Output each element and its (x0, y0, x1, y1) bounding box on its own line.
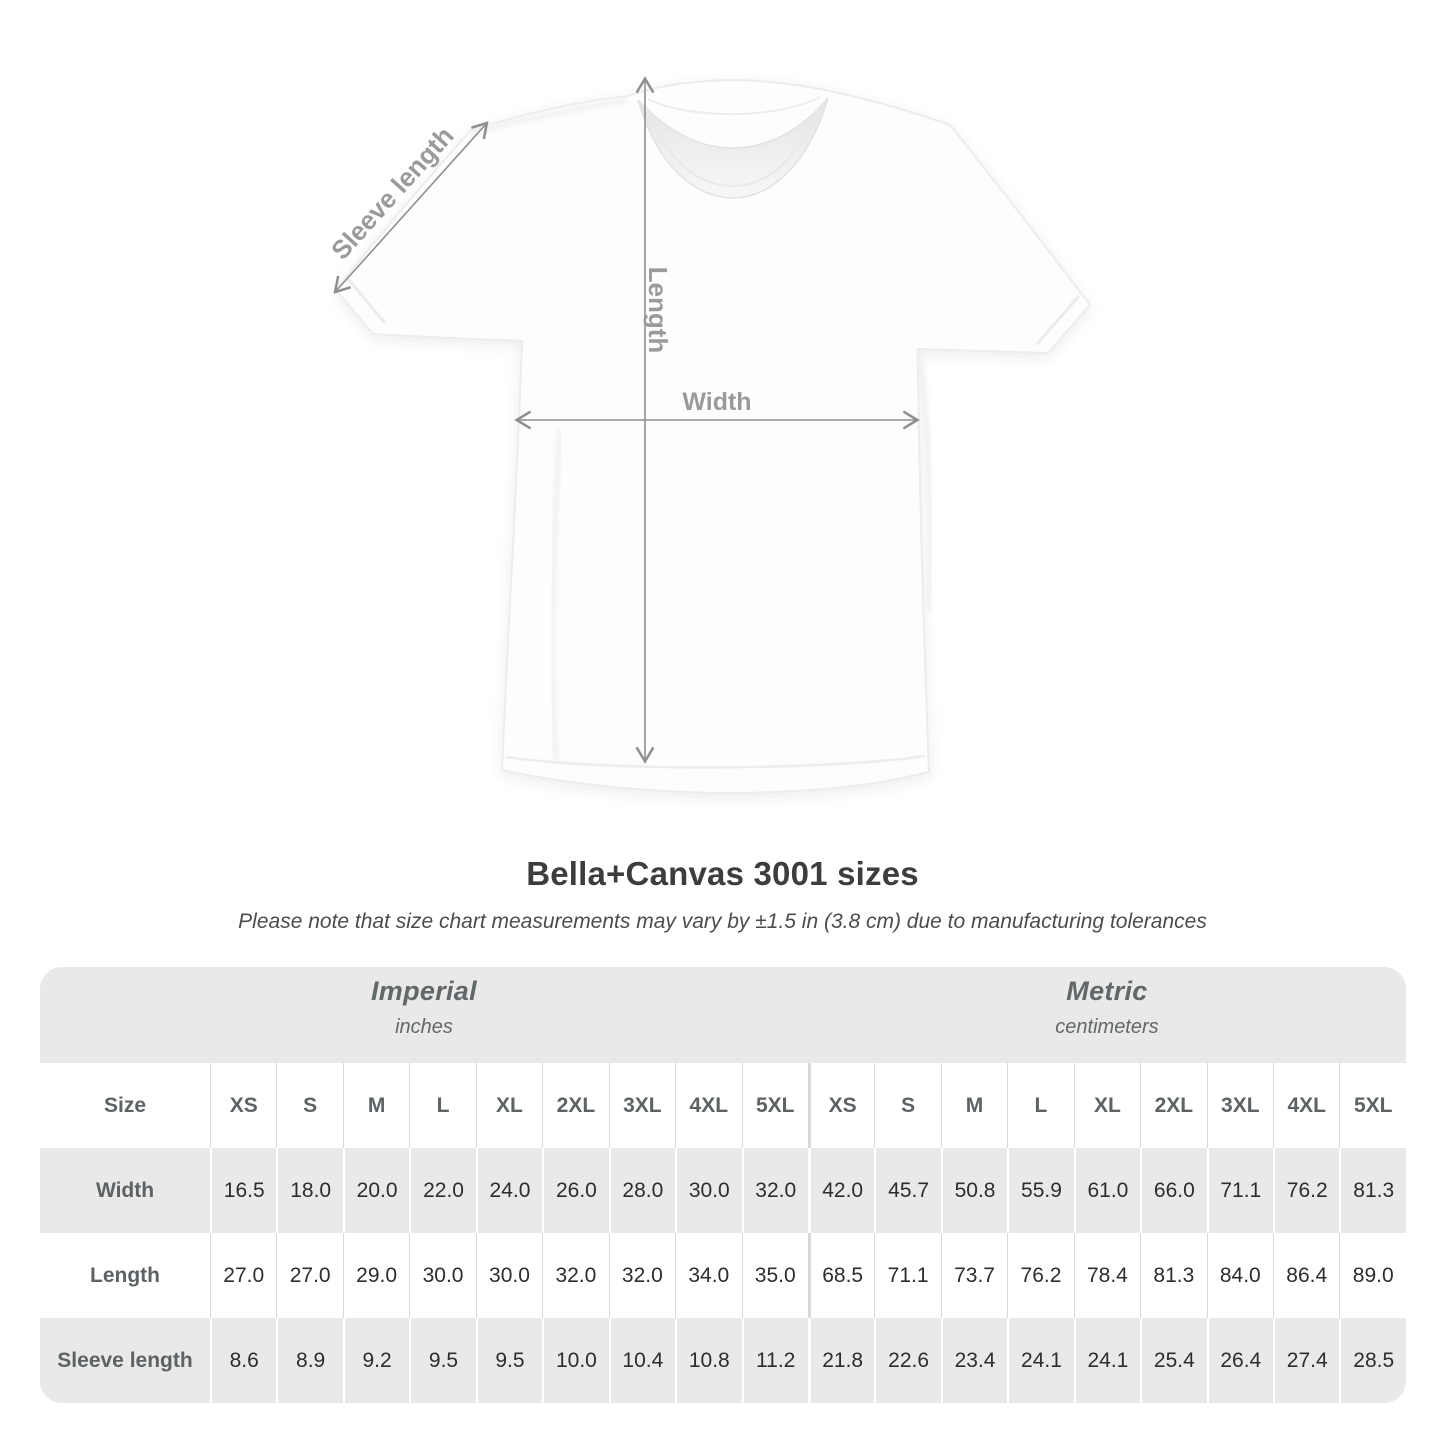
value-cell: 26.4 (1206, 1318, 1273, 1403)
value-cell: 18.0 (276, 1148, 343, 1233)
value-cell: 22.6 (874, 1318, 941, 1403)
value-cell: 30.0 (409, 1233, 476, 1318)
value-cell: 9.5 (409, 1318, 476, 1403)
size-column-header: Size (40, 1063, 210, 1148)
value-cell: 71.1 (1206, 1148, 1273, 1233)
value-cell: 32.0 (542, 1233, 609, 1318)
value-cell: 10.0 (542, 1318, 609, 1403)
width-label: Width (682, 388, 751, 416)
value-cell: 86.4 (1273, 1233, 1340, 1318)
value-cell: 28.5 (1339, 1318, 1406, 1403)
value-cell: 76.2 (1007, 1233, 1074, 1318)
value-cell: 23.4 (940, 1318, 1008, 1403)
value-cell: 61.0 (1073, 1148, 1141, 1233)
page-title: Bella+Canvas 3001 sizes (526, 855, 919, 892)
size-header-cell: 3XL (1206, 1063, 1273, 1148)
value-cell: 26.0 (542, 1148, 609, 1233)
length-row: Length 27.0 27.0 29.0 30.0 30.0 32.0 32.… (40, 1233, 1406, 1318)
collar (637, 97, 829, 199)
value-cell: 9.5 (475, 1318, 543, 1403)
sleeve-length-row: Sleeve length 8.6 8.9 9.2 9.5 9.5 10.0 1… (40, 1318, 1406, 1403)
size-header-cell: 5XL (1339, 1063, 1406, 1148)
value-cell: 84.0 (1206, 1233, 1273, 1318)
size-header-cell: 4XL (1273, 1063, 1340, 1148)
value-cell: 20.0 (342, 1148, 410, 1233)
size-table: Imperial inches Metric centimeters Size … (40, 967, 1406, 1403)
value-cell: 71.1 (874, 1233, 941, 1318)
tolerance-note: Please note that size chart measurements… (238, 910, 1207, 933)
row-label: Width (40, 1148, 210, 1233)
value-cell: 27.4 (1273, 1318, 1340, 1403)
value-cell: 42.0 (807, 1148, 875, 1233)
size-header-cell: XS (210, 1063, 277, 1148)
value-cell: 10.4 (608, 1318, 676, 1403)
size-header-cell: L (1007, 1063, 1074, 1148)
value-cell: 27.0 (210, 1233, 277, 1318)
tshirt-measurement-diagram: Sleeve length Length Width (325, 76, 1092, 795)
value-cell: 9.2 (342, 1318, 410, 1403)
value-cell: 30.0 (475, 1233, 543, 1318)
imperial-header: Imperial inches (40, 967, 808, 1063)
value-cell: 21.8 (807, 1318, 875, 1403)
value-cell: 73.7 (940, 1233, 1008, 1318)
size-header-cell: XL (1073, 1063, 1141, 1148)
tshirt-photo (334, 78, 1092, 795)
size-header-cell: M (342, 1063, 410, 1148)
value-cell: 10.8 (675, 1318, 742, 1403)
size-header-cell: S (276, 1063, 343, 1148)
value-cell: 8.9 (276, 1318, 343, 1403)
value-cell: 16.5 (210, 1148, 277, 1233)
size-header-cell: L (409, 1063, 476, 1148)
size-header-cell: S (874, 1063, 941, 1148)
size-header-cell: M (940, 1063, 1008, 1148)
value-cell: 32.0 (608, 1233, 676, 1318)
size-header-cell: XL (475, 1063, 543, 1148)
measurement-arrows (333, 76, 920, 764)
size-header-row: Size XS S M L XL 2XL 3XL 4XL 5XL XS S M … (40, 1063, 1406, 1148)
row-label: Length (40, 1233, 210, 1318)
value-cell: 32.0 (741, 1148, 808, 1233)
value-cell: 28.0 (608, 1148, 676, 1233)
value-cell: 24.1 (1007, 1318, 1074, 1403)
metric-header: Metric centimeters (807, 967, 1406, 1063)
length-label: Length (643, 267, 673, 354)
value-cell: 55.9 (1007, 1148, 1074, 1233)
size-header-cell: 4XL (675, 1063, 742, 1148)
unit-header-row: Imperial inches Metric centimeters (40, 967, 1406, 1063)
sleeve-length-arrow (333, 121, 489, 294)
size-header-cell: XS (807, 1063, 875, 1148)
value-cell: 30.0 (675, 1148, 742, 1233)
value-cell: 35.0 (741, 1233, 808, 1318)
value-cell: 81.3 (1339, 1148, 1406, 1233)
value-cell: 24.1 (1073, 1318, 1141, 1403)
value-cell: 78.4 (1073, 1233, 1141, 1318)
value-cell: 89.0 (1339, 1233, 1406, 1318)
value-cell: 22.0 (409, 1148, 476, 1233)
size-header-cell: 2XL (542, 1063, 609, 1148)
value-cell: 24.0 (475, 1148, 543, 1233)
size-table-grid: Imperial inches Metric centimeters Size … (40, 967, 1406, 1403)
size-header-cell: 2XL (1140, 1063, 1207, 1148)
value-cell: 76.2 (1273, 1148, 1340, 1233)
value-cell: 68.5 (807, 1233, 875, 1318)
size-header-cell: 5XL (741, 1063, 808, 1148)
size-header-cell: 3XL (608, 1063, 676, 1148)
value-cell: 81.3 (1140, 1233, 1207, 1318)
value-cell: 25.4 (1140, 1318, 1207, 1403)
value-cell: 8.6 (210, 1318, 277, 1403)
value-cell: 66.0 (1140, 1148, 1207, 1233)
value-cell: 29.0 (342, 1233, 410, 1318)
row-label: Sleeve length (40, 1318, 210, 1403)
value-cell: 45.7 (874, 1148, 941, 1233)
value-cell: 50.8 (940, 1148, 1008, 1233)
value-cell: 34.0 (675, 1233, 742, 1318)
width-row: Width 16.5 18.0 20.0 22.0 24.0 26.0 28.0… (40, 1148, 1406, 1233)
value-cell: 27.0 (276, 1233, 343, 1318)
value-cell: 11.2 (741, 1318, 808, 1403)
